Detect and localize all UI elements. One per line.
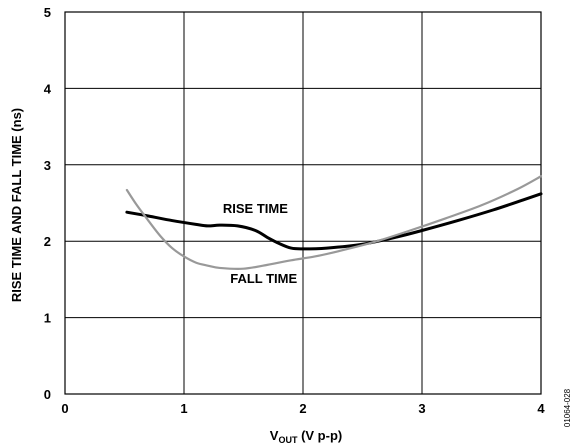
- x-tick-label: 2: [299, 401, 306, 416]
- x-axis-label-main: V: [270, 428, 279, 443]
- grid: [64, 11, 542, 395]
- y-tick-label: 1: [44, 311, 51, 326]
- x-tick-label: 0: [61, 401, 68, 416]
- series-layer: [125, 175, 543, 270]
- y-tick-label: 3: [44, 158, 51, 173]
- y-tick-label: 2: [44, 234, 51, 249]
- tick-labels: 0 1 2 3 4 0 1 2 3 4 5: [44, 5, 546, 416]
- series-labels: RISE TIME FALL TIME: [223, 201, 298, 286]
- x-tick-label: 4: [537, 401, 545, 416]
- rise-time-label: RISE TIME: [223, 201, 288, 216]
- figure-id: 01064-028: [563, 388, 572, 427]
- y-tick-label: 0: [44, 387, 51, 402]
- y-tick-label: 5: [44, 5, 51, 20]
- x-axis-label: VOUT (V p-p): [270, 428, 342, 445]
- y-tick-label: 4: [44, 81, 52, 96]
- x-axis-label-sub: OUT: [278, 435, 298, 445]
- y-axis-label: RISE TIME AND FALL TIME (ns): [9, 108, 24, 302]
- x-tick-label: 1: [180, 401, 187, 416]
- x-tick-label: 3: [418, 401, 425, 416]
- plot-frame: [64, 11, 542, 395]
- fall-time-label: FALL TIME: [230, 271, 297, 286]
- rise-time-line: [125, 192, 543, 251]
- fall-time-line: [125, 175, 543, 270]
- x-axis-label-rest: (V p-p): [297, 428, 342, 443]
